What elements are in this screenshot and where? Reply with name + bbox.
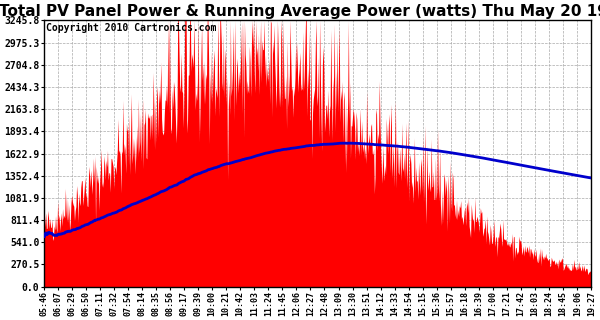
- Text: Copyright 2010 Cartronics.com: Copyright 2010 Cartronics.com: [46, 23, 217, 33]
- Title: Total PV Panel Power & Running Average Power (watts) Thu May 20 19:45: Total PV Panel Power & Running Average P…: [0, 4, 600, 19]
